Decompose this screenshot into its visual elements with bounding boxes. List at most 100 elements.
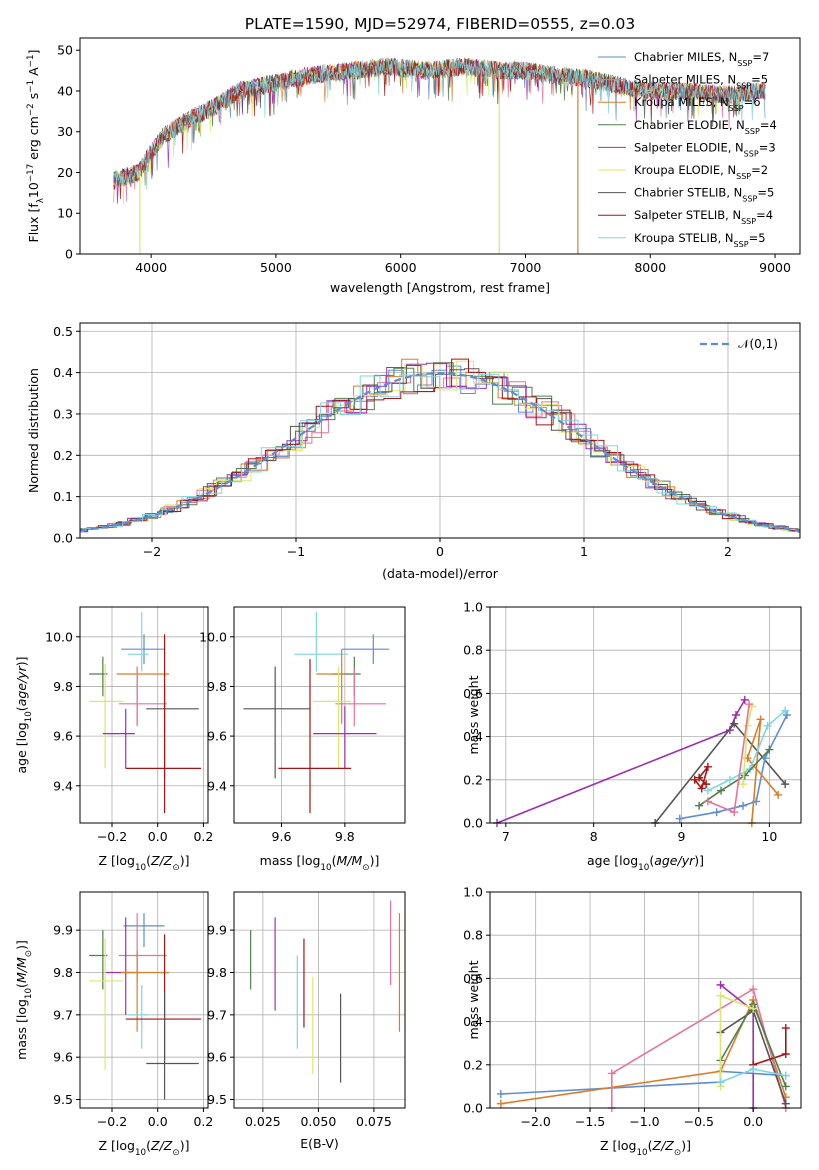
y-axis-label: mass [log10(M/M⊙)] [14, 940, 34, 1060]
y-tick-label: 9.9 [207, 923, 227, 938]
weight-marker-blue [782, 711, 791, 719]
weight-marker-yellow [743, 721, 752, 730]
y-tick-label: 0.3 [53, 406, 73, 421]
weight-marker-pink [607, 1069, 616, 1078]
y-tick-label: 0.5 [53, 324, 73, 339]
plot-frame [79, 891, 209, 1109]
spectrum-line-red [113, 57, 766, 200]
y-tick-label: 9.6 [53, 729, 73, 744]
weight-marker-pink [703, 797, 712, 806]
x-tick-label: 9000 [759, 260, 791, 275]
weight-line-purple [720, 984, 754, 1108]
y-tick-label: 0.8 [463, 643, 483, 658]
legend-label: Salpeter STELIB, NSSP=4 [634, 208, 773, 226]
x-tick-label: −0.2 [97, 1114, 127, 1129]
y-tick-label: 10.0 [45, 629, 73, 644]
weight-marker-green [740, 771, 749, 780]
x-tick-label: 0.0 [148, 829, 168, 844]
weight-marker-gray [781, 780, 790, 789]
mass-weight-vs-metallicity-panel: −2.0 −1.5 −1.0 −0.5 0.0 0.0 0.2 0.4 0.6 0.8 1.0 mas… [463, 885, 802, 1158]
y-tick-label: 9.6 [207, 1050, 227, 1065]
x-tick-label: −0.5 [684, 1114, 714, 1129]
legend-label: Chabrier ELODIE, NSSP=4 [634, 118, 777, 136]
y-axis-label: mass weight [466, 675, 481, 754]
x-tick-label: −1.0 [629, 1114, 659, 1129]
legend-label: Salpeter ELODIE, NSSP=3 [634, 140, 776, 158]
weight-line-orange [500, 997, 787, 1105]
weight-marker-gray [781, 1099, 790, 1108]
y-tick-label: 9.8 [207, 679, 227, 694]
weight-marker-purple [740, 695, 749, 704]
legend-label: Kroupa STELIB, NSSP=5 [634, 231, 766, 249]
x-tick-label: 0.2 [193, 829, 213, 844]
weight-marker-orange [496, 1099, 505, 1108]
y-axis-label: age [log10(age/yr)] [14, 656, 34, 773]
plot-frame [233, 891, 406, 1109]
y-tick-label: 9.7 [207, 1007, 227, 1022]
mass-weight-vs-age-panel: 7 8 9 10 0.0 0.2 0.4 0.6 0.8 1.0 mass weight age [l… [463, 600, 802, 873]
x-tick-label: 1 [580, 544, 588, 559]
plot-frame [489, 606, 802, 824]
weight-marker-pink [745, 700, 754, 709]
x-axis-label: mass [log10(M/M⊙)] [260, 853, 380, 873]
legend-label: Chabrier STELIB, NSSP=5 [634, 186, 774, 204]
y-tick-label: 0.8 [463, 928, 483, 943]
y-tick-label: 0.4 [463, 729, 483, 744]
y-tick-label: 50 [57, 43, 73, 58]
weight-line-orange [746, 719, 779, 824]
spectrum-line-cyan [113, 58, 766, 190]
weight-marker-yellow [716, 991, 725, 1000]
y-tick-label: 1.0 [463, 600, 483, 615]
weight-line-pink [611, 987, 787, 1109]
weight-marker-cyan [703, 786, 712, 795]
weight-line-gray [654, 722, 786, 824]
y-tick-label: 9.8 [53, 965, 73, 980]
x-tick-label: 6000 [385, 260, 417, 275]
weight-marker-purple [731, 711, 740, 719]
y-tick-label: 0.2 [463, 1057, 483, 1072]
weight-marker-red [781, 1050, 790, 1058]
y-tick-label: 0.4 [53, 365, 73, 380]
weight-marker-cyan [725, 775, 734, 784]
y-axis-label: Normed distribution [26, 368, 41, 493]
weight-marker-red [702, 780, 711, 789]
x-tick-label: 4000 [135, 260, 167, 275]
x-tick-label: 7 [502, 829, 510, 844]
weight-marker-blue [496, 1089, 505, 1098]
x-tick-label: 7000 [510, 260, 542, 275]
y-tick-label: 0.0 [53, 531, 73, 546]
y-tick-label: 0.6 [463, 686, 483, 701]
weight-marker-red [781, 1024, 790, 1033]
weight-marker-yellow [749, 1004, 758, 1013]
y-tick-label: 9.9 [53, 923, 73, 938]
y-tick-label: 0.0 [463, 816, 483, 831]
y-tick-label: 9.7 [53, 1007, 73, 1022]
x-tick-label: 0.0 [743, 1114, 763, 1129]
weight-marker-purple [716, 980, 725, 989]
x-axis-label: Z [log10(Z/Z⊙)] [99, 853, 190, 873]
x-tick-label: 0.075 [356, 1114, 392, 1129]
weight-marker-green [695, 801, 704, 810]
x-tick-label: 8 [590, 829, 598, 844]
x-axis-label: (data-model)/error [382, 566, 499, 581]
y-tick-label: 9.8 [53, 679, 73, 694]
x-tick-label: 9.8 [335, 829, 355, 844]
legend-label: 𝒩(0,1) [738, 337, 778, 351]
y-tick-label: 10 [57, 206, 73, 221]
age-vs-mass-panel: 9.6 9.8 9.4 9.6 9.8 10.0 mass [log10(M/M⊙)] [199, 606, 406, 873]
y-axis-label: mass weight [466, 960, 481, 1039]
y-tick-label: 9.8 [207, 965, 227, 980]
x-tick-label: 2 [724, 544, 732, 559]
weight-line-purple [496, 699, 746, 824]
weight-marker-red [690, 775, 699, 784]
weight-line-green [698, 749, 770, 807]
spectrum-lines [113, 57, 766, 254]
y-tick-label: 40 [57, 83, 73, 98]
x-tick-label: −2.0 [520, 1114, 550, 1129]
x-tick-label: 9 [678, 829, 686, 844]
y-tick-label: 0 [65, 247, 73, 262]
x-tick-label: −1 [287, 544, 305, 559]
x-tick-label: 9.6 [272, 829, 292, 844]
x-axis-label: wavelength [Angstrom, rest frame] [330, 280, 550, 295]
